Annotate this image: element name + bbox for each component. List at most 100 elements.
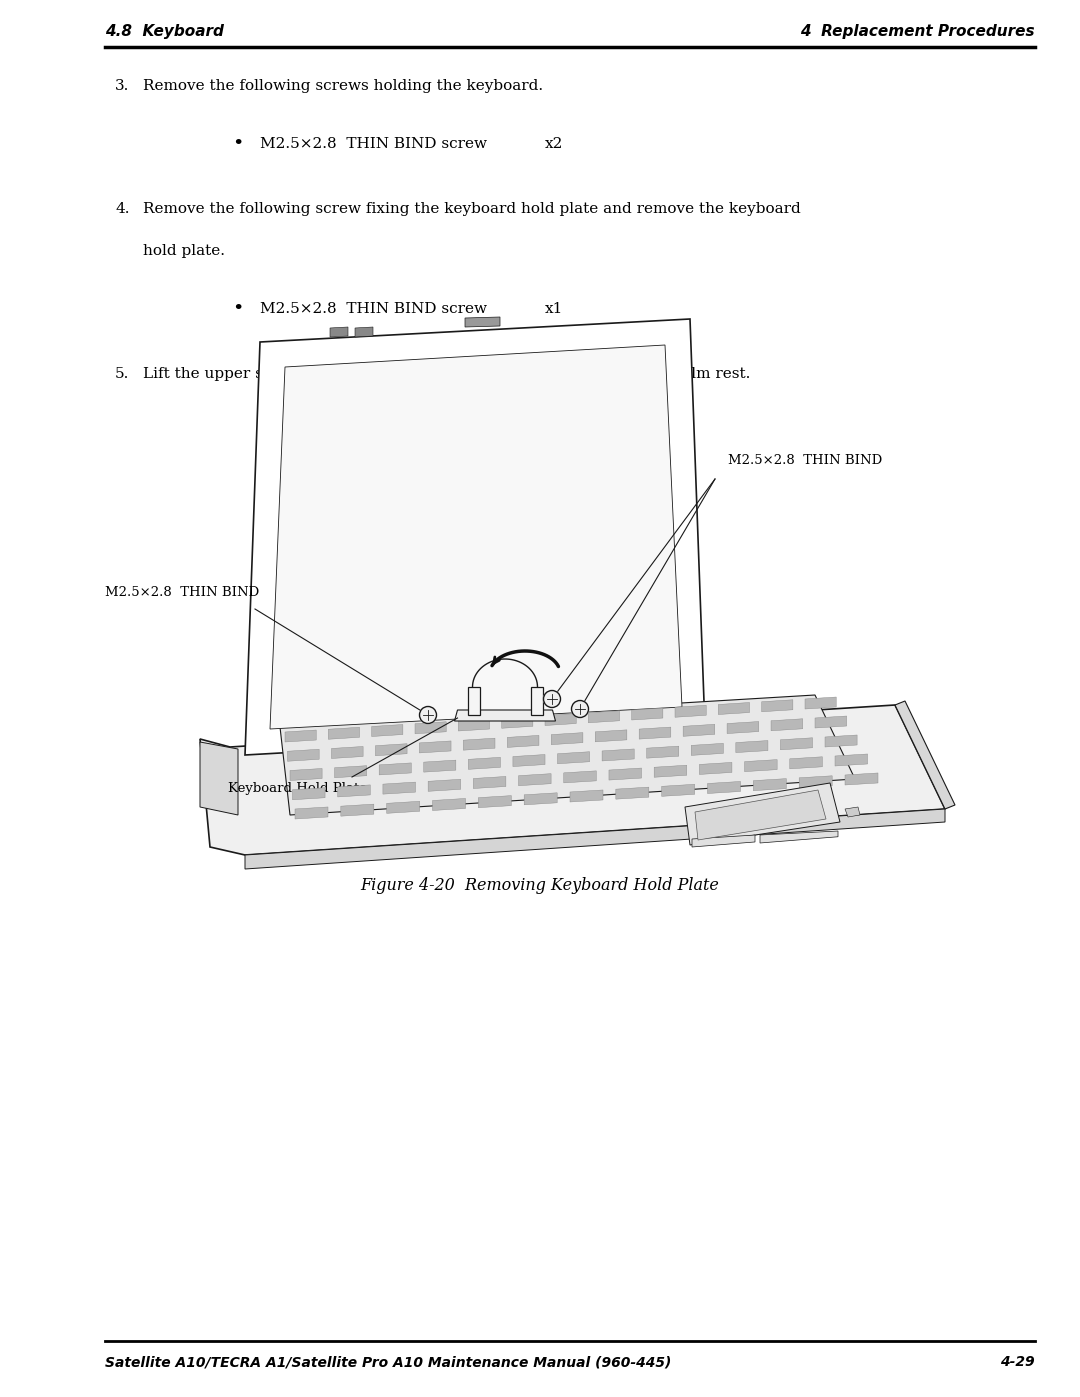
Text: Remove the following screws holding the keyboard.: Remove the following screws holding the … [143, 80, 543, 94]
Polygon shape [835, 754, 867, 766]
Polygon shape [771, 719, 802, 731]
Polygon shape [376, 743, 407, 756]
Text: hold plate.: hold plate. [143, 244, 225, 258]
Polygon shape [781, 738, 812, 750]
Polygon shape [419, 740, 451, 753]
Polygon shape [338, 785, 370, 796]
Polygon shape [328, 728, 360, 739]
Polygon shape [685, 782, 840, 845]
Polygon shape [684, 724, 715, 736]
Polygon shape [502, 717, 532, 728]
Polygon shape [458, 719, 489, 731]
Text: 4.: 4. [114, 203, 130, 217]
Polygon shape [789, 757, 822, 768]
Text: M2.5×2.8  THIN BIND screw: M2.5×2.8 THIN BIND screw [260, 302, 487, 316]
Polygon shape [513, 754, 545, 767]
Text: 5.: 5. [114, 367, 130, 381]
Polygon shape [551, 732, 583, 745]
Polygon shape [200, 705, 945, 855]
Polygon shape [825, 735, 858, 747]
Polygon shape [468, 687, 480, 715]
Polygon shape [761, 700, 793, 711]
Polygon shape [423, 760, 456, 773]
Polygon shape [692, 835, 755, 847]
Polygon shape [545, 714, 577, 725]
Polygon shape [372, 725, 403, 736]
Polygon shape [383, 782, 416, 793]
Polygon shape [379, 763, 411, 775]
Polygon shape [428, 780, 461, 791]
Polygon shape [469, 757, 500, 770]
Text: Keyboard Hold Plate: Keyboard Hold Plate [228, 782, 367, 795]
Text: M2.5×2.8  THIN BIND: M2.5×2.8 THIN BIND [105, 585, 259, 599]
Text: •: • [232, 136, 244, 154]
Polygon shape [691, 743, 724, 756]
Polygon shape [616, 787, 649, 799]
Polygon shape [815, 717, 847, 728]
Text: M2.5×2.8  THIN BIND screw: M2.5×2.8 THIN BIND screw [260, 137, 487, 151]
Polygon shape [700, 763, 732, 774]
Text: 4  Replacement Procedures: 4 Replacement Procedures [800, 24, 1035, 39]
Polygon shape [432, 799, 465, 810]
Polygon shape [455, 710, 555, 721]
Polygon shape [463, 738, 495, 750]
Polygon shape [293, 788, 325, 799]
Text: Figure 4-20  Removing Keyboard Hold Plate: Figure 4-20 Removing Keyboard Hold Plate [361, 877, 719, 894]
Text: Remove the following screw fixing the keyboard hold plate and remove the keyboar: Remove the following screw fixing the ke… [143, 203, 800, 217]
Polygon shape [662, 784, 694, 796]
Polygon shape [760, 831, 838, 842]
Polygon shape [602, 749, 634, 761]
Polygon shape [632, 708, 663, 719]
Polygon shape [355, 327, 373, 337]
Polygon shape [647, 746, 678, 759]
Text: Satellite A10/TECRA A1/Satellite Pro A10 Maintenance Manual (960-445): Satellite A10/TECRA A1/Satellite Pro A10… [105, 1355, 672, 1369]
Polygon shape [570, 789, 603, 802]
Polygon shape [530, 687, 542, 715]
Polygon shape [341, 805, 374, 816]
Polygon shape [332, 746, 363, 759]
Polygon shape [245, 809, 945, 869]
Polygon shape [335, 766, 367, 778]
Polygon shape [200, 742, 238, 814]
Text: x2: x2 [545, 137, 564, 151]
Polygon shape [675, 705, 706, 717]
Polygon shape [415, 722, 446, 733]
Polygon shape [727, 721, 759, 733]
Polygon shape [845, 807, 860, 817]
Polygon shape [564, 771, 596, 782]
Text: 3.: 3. [114, 80, 130, 94]
Polygon shape [609, 768, 642, 780]
Polygon shape [654, 766, 687, 777]
Polygon shape [245, 319, 705, 754]
Polygon shape [735, 740, 768, 753]
Polygon shape [291, 768, 322, 781]
Polygon shape [387, 802, 420, 813]
Polygon shape [799, 775, 833, 788]
Text: •: • [232, 300, 244, 319]
Text: x1: x1 [545, 302, 564, 316]
Polygon shape [744, 760, 778, 771]
Polygon shape [707, 781, 741, 793]
Polygon shape [270, 345, 681, 729]
Text: Lift the upper side of the keyboard out and turn it face down on the palm rest.: Lift the upper side of the keyboard out … [143, 367, 751, 381]
Polygon shape [524, 792, 557, 805]
Text: M2.5×2.8  THIN BIND: M2.5×2.8 THIN BIND [728, 454, 882, 467]
Polygon shape [287, 749, 320, 761]
Polygon shape [639, 726, 671, 739]
Polygon shape [845, 773, 878, 785]
Circle shape [419, 707, 436, 724]
Polygon shape [557, 752, 590, 764]
Polygon shape [473, 777, 505, 788]
Polygon shape [805, 697, 836, 710]
Polygon shape [696, 789, 826, 840]
Polygon shape [465, 317, 500, 327]
Polygon shape [508, 735, 539, 747]
Polygon shape [895, 701, 955, 809]
Polygon shape [718, 703, 750, 714]
Text: 4-29: 4-29 [1000, 1355, 1035, 1369]
Polygon shape [478, 796, 511, 807]
Polygon shape [295, 807, 328, 819]
Circle shape [571, 700, 589, 718]
Polygon shape [330, 327, 348, 337]
Circle shape [543, 690, 561, 707]
